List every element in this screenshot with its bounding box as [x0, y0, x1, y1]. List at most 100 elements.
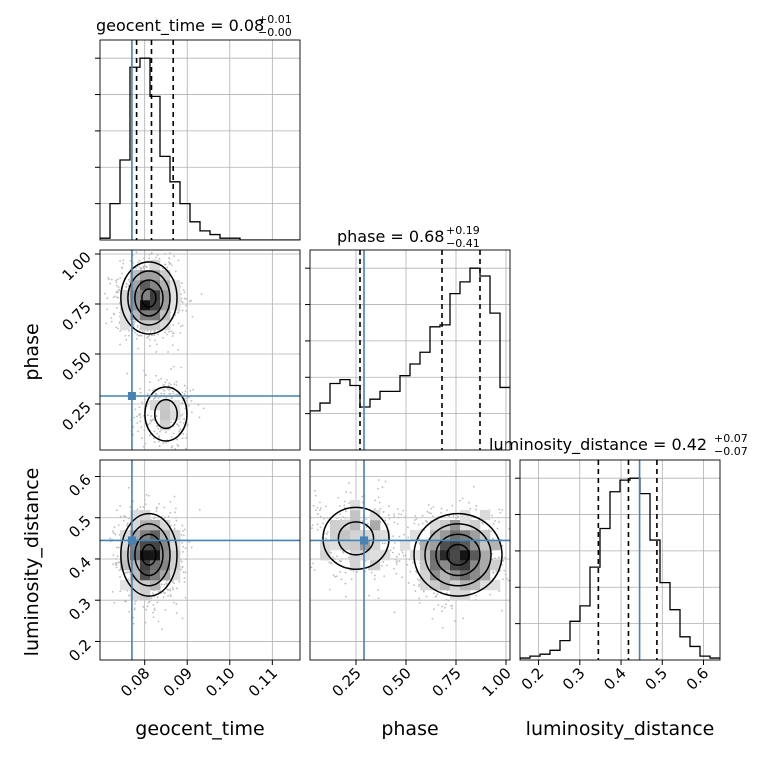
sample-point: [175, 612, 178, 615]
sample-point: [126, 524, 129, 527]
sample-point: [138, 266, 141, 269]
sample-point: [418, 585, 420, 588]
sample-point: [386, 523, 389, 526]
density-bin: [370, 540, 381, 551]
sample-point: [176, 423, 178, 426]
density-bin: [340, 540, 351, 551]
sample-point: [139, 391, 142, 394]
sample-point: [373, 508, 376, 510]
sample-point: [481, 522, 484, 525]
contour-line: [435, 533, 481, 577]
sample-point: [179, 421, 182, 423]
tick-label-phase: 1.00: [478, 664, 514, 700]
density-bin: [490, 560, 501, 571]
sample-point: [498, 556, 500, 559]
density-bin: [350, 560, 361, 571]
sample-point: [343, 506, 346, 509]
sample-point: [146, 605, 149, 608]
sample-point: [425, 519, 427, 522]
sample-point: [126, 522, 129, 525]
sample-point: [398, 535, 401, 538]
density-bin: [160, 420, 171, 431]
title-geocent-time-sub: −0.00: [258, 26, 292, 39]
density-bin: [160, 400, 171, 411]
sample-point: [154, 396, 156, 399]
density-bin: [160, 560, 171, 571]
sample-point: [499, 511, 502, 514]
sample-point: [175, 587, 178, 590]
sample-point: [169, 262, 172, 265]
sample-point: [133, 608, 136, 611]
sample-point: [498, 590, 501, 593]
sample-point: [313, 568, 316, 571]
sample-point: [171, 586, 174, 589]
sample-point: [421, 514, 424, 517]
sample-point: [175, 519, 178, 522]
sample-point: [156, 343, 158, 346]
sample-point: [173, 527, 176, 530]
sample-point: [182, 530, 185, 532]
sample-point: [139, 268, 142, 271]
sample-point: [163, 392, 166, 395]
tick-label-phase: 1.00: [58, 248, 94, 284]
density-luminosity_distance_vs_geocent_time: [100, 460, 300, 660]
sample-point: [184, 390, 187, 393]
sample-point: [133, 607, 136, 610]
sample-point: [179, 325, 182, 328]
sample-point: [173, 495, 176, 498]
sample-point: [148, 338, 151, 341]
sample-point: [447, 599, 450, 602]
sample-point: [328, 588, 331, 591]
sample-point: [409, 570, 412, 573]
sample-point: [432, 515, 434, 518]
sample-point: [145, 493, 148, 496]
tick-label-luminosity_distance: 0.5: [65, 512, 95, 542]
density-bin: [150, 400, 161, 411]
sample-point: [384, 519, 387, 522]
sample-point: [168, 257, 170, 259]
sample-point: [396, 522, 399, 525]
sample-point: [106, 308, 108, 311]
sample-point: [432, 505, 435, 508]
sample-point: [170, 421, 173, 423]
density-bin: [130, 310, 141, 321]
sample-point: [117, 288, 120, 291]
sample-point: [495, 570, 497, 573]
sample-point: [181, 282, 183, 284]
sample-point: [157, 397, 160, 399]
sample-point: [123, 514, 125, 517]
sample-point: [139, 334, 141, 337]
contour-line: [134, 533, 164, 577]
sample-point: [118, 321, 121, 324]
sample-point: [144, 442, 147, 445]
density-bin: [440, 530, 451, 541]
sample-point: [164, 516, 167, 519]
sample-point: [156, 254, 159, 256]
contour-line: [120, 512, 178, 597]
sample-point: [115, 564, 118, 567]
sample-point: [185, 399, 188, 402]
sample-point: [412, 561, 414, 564]
sample-point: [185, 437, 188, 440]
sample-point: [494, 557, 496, 560]
density-bin: [160, 320, 171, 331]
sample-point: [113, 526, 116, 529]
sample-point: [177, 259, 180, 262]
density-bin: [160, 300, 171, 311]
sample-point: [406, 563, 409, 566]
sample-point: [361, 495, 364, 498]
sample-point: [368, 568, 370, 571]
density-bin: [130, 510, 141, 521]
sample-point: [127, 486, 130, 489]
sample-point: [403, 533, 406, 536]
sample-point: [173, 255, 176, 258]
density-bin: [170, 540, 181, 551]
sample-point: [149, 330, 152, 333]
sample-point: [314, 494, 317, 497]
panel-grid: [355, 250, 507, 450]
density-bin: [350, 530, 361, 541]
density-bin: [160, 540, 171, 551]
density-bin: [140, 290, 151, 301]
sample-point: [401, 576, 404, 579]
density-bin: [450, 550, 461, 561]
